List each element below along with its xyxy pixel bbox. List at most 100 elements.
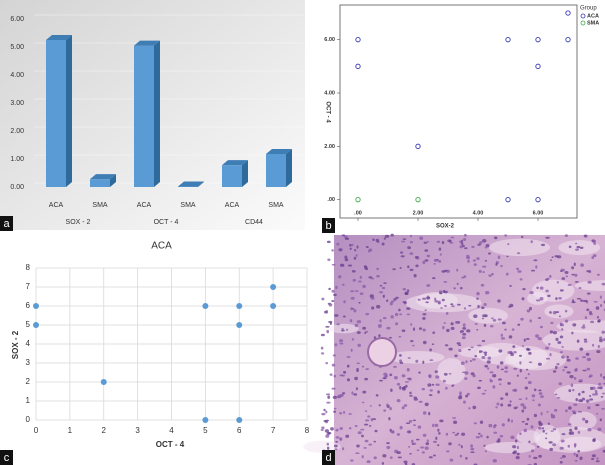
nucleus [521, 409, 525, 413]
y-axis-label: OCT - 4 [324, 101, 330, 123]
nucleus [362, 390, 367, 394]
nucleus [478, 432, 481, 435]
nucleus [481, 317, 485, 320]
nucleus [577, 449, 581, 453]
nucleus [599, 304, 603, 307]
panel-label-box [322, 218, 335, 233]
nucleus [512, 445, 517, 449]
nucleus [349, 319, 353, 323]
nucleus [477, 386, 481, 390]
nucleus [379, 291, 384, 294]
nucleus [449, 242, 454, 244]
nucleus [491, 317, 494, 320]
nucleus [483, 323, 487, 327]
nucleus [386, 403, 389, 407]
nucleus [588, 395, 592, 397]
nucleus [446, 450, 450, 453]
y-tick-label: 0.00 [10, 184, 24, 191]
nucleus [361, 401, 365, 404]
nucleus [463, 275, 467, 278]
bar [178, 181, 204, 187]
bar-side [198, 181, 204, 187]
nucleus [369, 424, 372, 427]
legend-label: SMA [587, 20, 599, 26]
nucleus [375, 394, 379, 397]
nucleus [437, 300, 441, 304]
nucleus [434, 423, 439, 428]
nucleus [321, 297, 325, 301]
nucleus [441, 270, 446, 273]
nucleus [438, 260, 442, 263]
nucleus [363, 265, 367, 268]
nucleus [451, 305, 455, 308]
nucleus [417, 425, 422, 429]
nucleus [556, 281, 559, 284]
nucleus [470, 346, 474, 349]
nucleus [587, 406, 591, 410]
nucleus [460, 286, 463, 290]
y-tick-label: 3.00 [10, 100, 24, 107]
nucleus [558, 297, 562, 300]
nucleus [449, 458, 454, 462]
nucleus [599, 336, 603, 340]
nucleus [327, 258, 331, 261]
nucleus [390, 315, 394, 319]
nucleus [404, 292, 408, 295]
nucleus [491, 273, 494, 276]
nucleus [367, 415, 371, 418]
x-tick-label: 0 [34, 426, 39, 435]
nucleus [530, 425, 534, 429]
nucleus [353, 308, 357, 313]
nucleus [334, 314, 339, 317]
nucleus [350, 348, 353, 352]
nucleus [574, 273, 578, 277]
nucleus [398, 308, 401, 312]
nucleus [339, 263, 345, 267]
nucleus [571, 301, 576, 304]
nucleus [386, 326, 391, 330]
nucleus [545, 236, 550, 239]
nucleus [325, 419, 330, 422]
nucleus [485, 290, 490, 295]
panel-label: c [4, 452, 10, 464]
nucleus [361, 434, 364, 438]
nucleus [365, 245, 369, 249]
nucleus [456, 432, 460, 435]
group-label: SOX - 2 [66, 219, 91, 226]
nucleus [432, 331, 436, 335]
nucleus [433, 263, 436, 265]
nucleus [373, 456, 377, 460]
bar-front [134, 45, 154, 187]
nucleus [435, 436, 438, 440]
nucleus [469, 359, 473, 363]
nucleus [488, 423, 493, 428]
nucleus [525, 422, 529, 426]
nucleus [331, 299, 335, 303]
nucleus [342, 315, 346, 318]
nucleus [583, 340, 588, 343]
panel-label: b [325, 220, 331, 232]
nucleus [530, 240, 533, 244]
nucleus [401, 387, 406, 391]
nucleus [407, 246, 412, 250]
nucleus [368, 443, 373, 446]
data-point [415, 197, 421, 203]
nucleus [338, 248, 343, 252]
nucleus [393, 376, 398, 380]
nucleus [597, 320, 601, 323]
nucleus [575, 453, 579, 458]
nucleus [412, 327, 416, 331]
nucleus [434, 300, 439, 303]
panel-label-box [0, 450, 13, 465]
nucleus [412, 344, 415, 347]
nucleus [396, 382, 401, 386]
nucleus [500, 403, 504, 407]
nucleus [339, 342, 344, 345]
nucleus [575, 397, 578, 402]
data-point [565, 37, 571, 43]
nucleus [573, 376, 577, 380]
nucleus [422, 297, 427, 300]
nucleus [341, 327, 344, 330]
nucleus [432, 440, 438, 444]
nucleus [588, 375, 592, 378]
